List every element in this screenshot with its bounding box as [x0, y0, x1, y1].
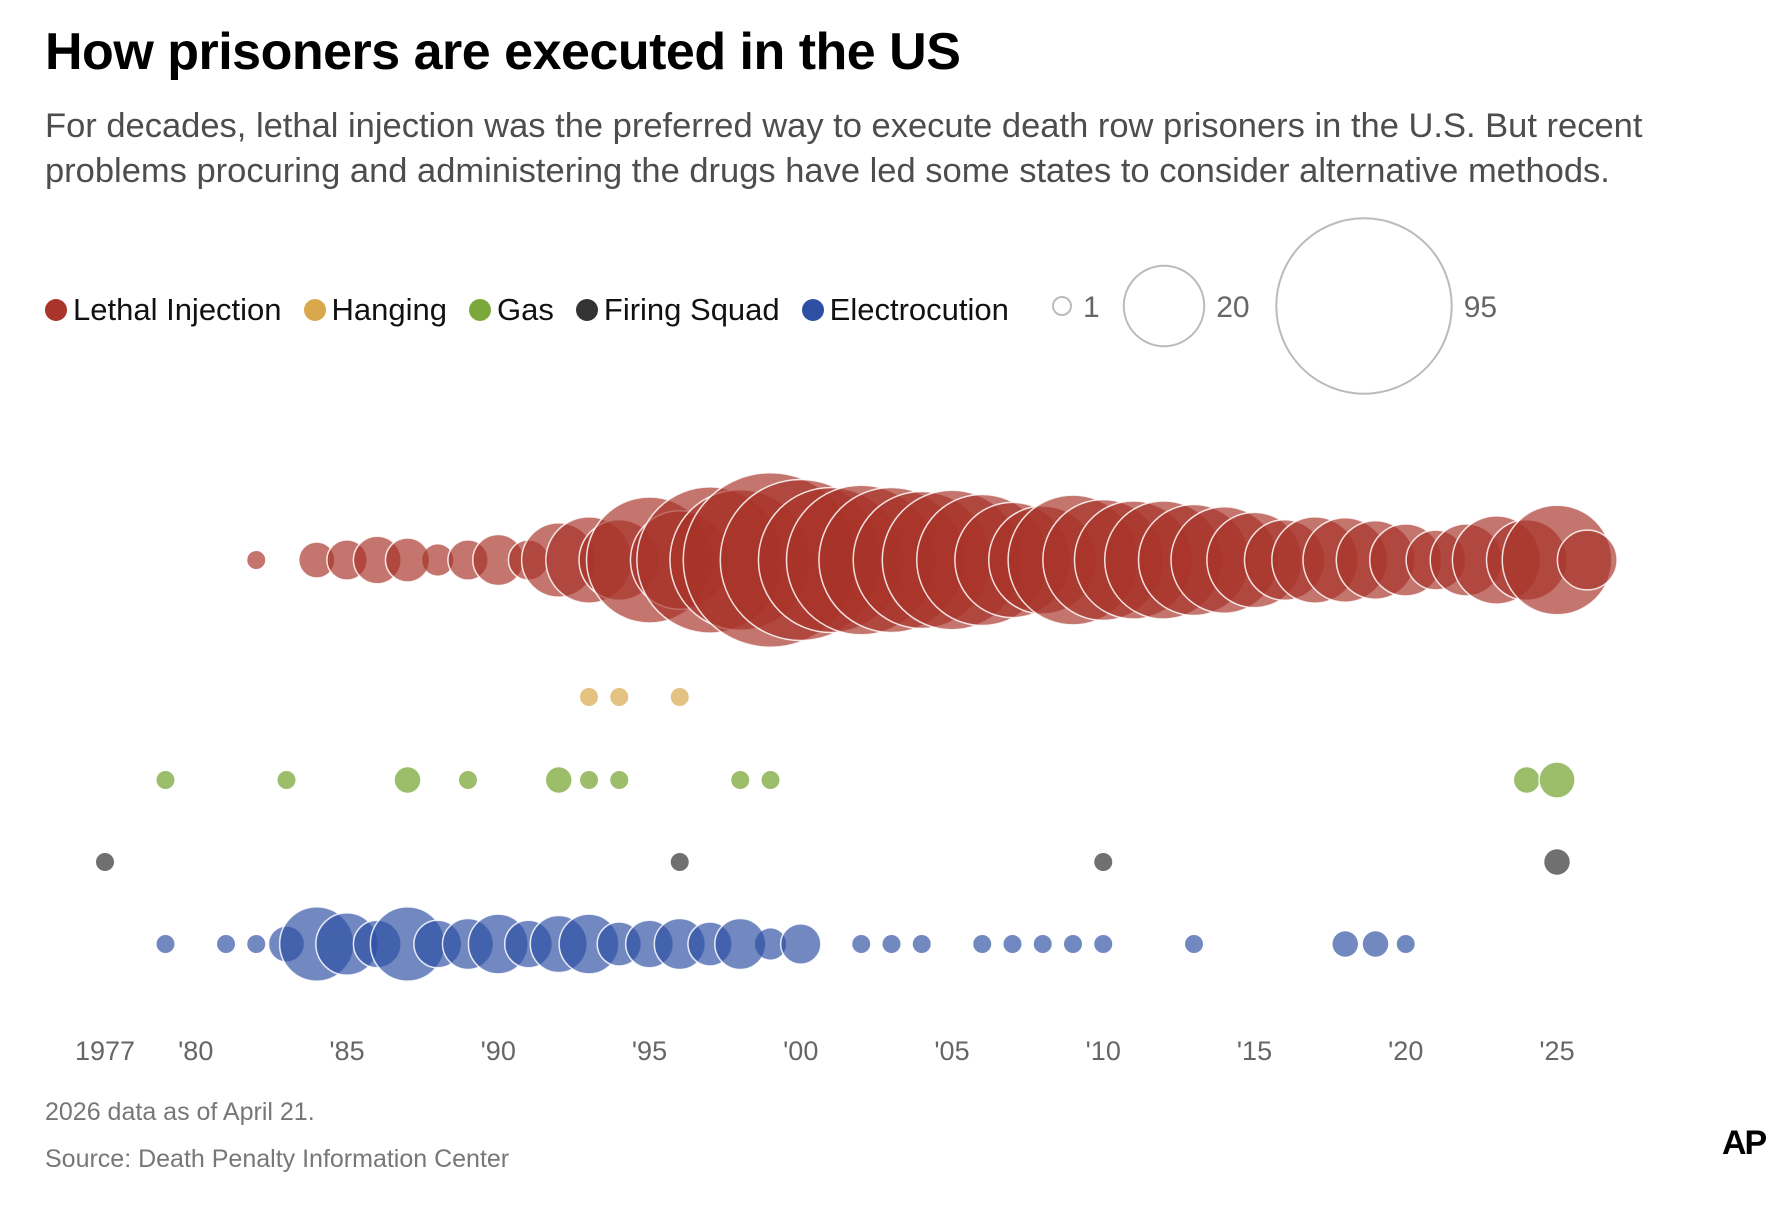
data-note: 2026 data as of April 21.: [45, 1098, 315, 1126]
bubble-gas-1998[interactable]: Gas 1998: 1: [731, 771, 750, 789]
bubble-electrocution-2003[interactable]: Electrocution 2003: 1: [882, 935, 901, 953]
legend-swatch: [801, 299, 824, 321]
legend: Lethal Injection Hanging Gas Firing Squa…: [45, 280, 1031, 340]
size-legend-label: 1: [1083, 291, 1100, 324]
bubble-electrocution-2010[interactable]: Electrocution 2010: 1: [1094, 935, 1113, 953]
bubble-electrocution-2013[interactable]: Electrocution 2013: 1: [1185, 935, 1203, 953]
bubble-lethal-injection-2026[interactable]: Lethal Injection 2026: 11: [1556, 529, 1618, 591]
bubble-electrocution-1979[interactable]: Electrocution 1979: 1: [156, 935, 175, 953]
source-note: Source: Death Penalty Information Center: [45, 1145, 510, 1173]
bubble-firing-squad-1977[interactable]: Firing Squad 1977: 1: [96, 853, 114, 871]
legend-swatch: [469, 299, 492, 321]
bubble-firing-squad-2025[interactable]: Firing Squad 2025: 2: [1544, 849, 1570, 875]
size-legend-circle-1: [1052, 296, 1072, 316]
size-legend: 1 20 95: [1052, 217, 1497, 395]
bubble-gas-2025[interactable]: Gas 2025: 4: [1538, 761, 1576, 799]
bubble-gas-1992[interactable]: Gas 1992: 2: [546, 767, 572, 793]
bubble-gas-1989[interactable]: Gas 1989: 1: [459, 771, 477, 789]
legend-item-firing-squad: Firing Squad: [575, 292, 780, 328]
bubble-electrocution-2004[interactable]: Electrocution 2004: 1: [912, 935, 931, 953]
chart-title: How prisoners are executed in the US: [45, 23, 961, 81]
series-lethal-injection: Lethal Injection 1982: 1 Lethal Injection…: [247, 471, 1618, 649]
bubble-electrocution-1981[interactable]: Electrocution 1981: 1: [217, 935, 235, 953]
legend-item-gas: Gas: [469, 292, 554, 328]
series-gas: Gas 1979: 1 Gas 1983: 1 Gas 1987: 2 Gas 198…: [156, 761, 1576, 799]
bubble-electrocution-2006[interactable]: Electrocution 2006: 1: [973, 935, 992, 953]
bubble-gas-2024[interactable]: Gas 2024: 2: [1514, 767, 1540, 793]
legend-label: Firing Squad: [603, 292, 780, 327]
size-legend-circle-95: [1275, 217, 1453, 395]
x-tick-label: 1977: [75, 1036, 135, 1066]
bubble-electrocution-1982[interactable]: Electrocution 1982: 1: [247, 935, 266, 953]
size-legend-label: 20: [1216, 291, 1249, 324]
series-electrocution: Electrocution 1979: 1 Electrocution 1981:…: [156, 906, 1415, 982]
bubble-electrocution-2007[interactable]: Electrocution 2007: 1: [1003, 935, 1022, 953]
bubble-electrocution-2019[interactable]: Electrocution 2019: 2: [1362, 931, 1389, 957]
legend-swatch: [575, 299, 598, 321]
ap-logo: AP: [1722, 1124, 1767, 1162]
x-tick-label: '95: [632, 1036, 667, 1066]
legend-label: Electrocution: [829, 292, 1009, 327]
bubble-electrocution-2000[interactable]: Electrocution 2000: 5: [779, 923, 822, 965]
bubble-gas-1979[interactable]: Gas 1979: 1: [156, 771, 175, 789]
legend-swatch: [45, 299, 67, 321]
bubble-gas-1993[interactable]: Gas 1993: 1: [580, 771, 598, 789]
x-tick-label: '25: [1539, 1036, 1574, 1066]
bubble-firing-squad-2010[interactable]: Firing Squad 2010: 1: [1094, 853, 1113, 871]
legend-swatch: [303, 299, 326, 321]
bubble-gas-1983[interactable]: Gas 1983: 1: [277, 771, 296, 789]
x-axis: 1977 '80 '85 '90 '95 '00 '05 '10 '15 '20 '25: [75, 1036, 1575, 1066]
legend-item-lethal-injection: Lethal Injection: [45, 292, 282, 328]
legend-label: Gas: [497, 292, 554, 327]
size-legend-label: 95: [1464, 291, 1497, 324]
x-tick-label: '00: [783, 1036, 818, 1066]
x-tick-label: '20: [1388, 1036, 1423, 1066]
legend-label: Hanging: [331, 292, 448, 327]
bubble-gas-1987[interactable]: Gas 1987: 2: [394, 767, 421, 793]
bubble-hanging-1996[interactable]: Hanging 1996: 1: [670, 688, 689, 706]
bubble-electrocution-2002[interactable]: Electrocution 2002: 1: [852, 935, 871, 953]
bubble-hanging-1993[interactable]: Hanging 1993: 1: [580, 688, 598, 706]
bubble-electrocution-2018[interactable]: Electrocution 2018: 2: [1332, 931, 1358, 957]
bubble-gas-1994[interactable]: Gas 1994: 1: [610, 771, 629, 789]
series-firing-squad: Firing Squad 1977: 1 Firing Squad 1996: 1…: [96, 849, 1570, 875]
size-legend-circle-20: [1122, 264, 1206, 348]
bubbles: Lethal Injection 1982: 1 Lethal Injection…: [96, 471, 1618, 982]
x-tick-label: '80: [178, 1036, 213, 1066]
bubble-hanging-1994[interactable]: Hanging 1994: 1: [610, 688, 629, 706]
series-hanging: Hanging 1993: 1 Hanging 1994: 1 Hanging 19…: [580, 688, 689, 706]
x-tick-label: '15: [1237, 1036, 1272, 1066]
bubble-electrocution-2020[interactable]: Electrocution 2020: 1: [1396, 935, 1415, 953]
x-tick-label: '90: [481, 1036, 516, 1066]
bubble-electrocution-2008[interactable]: Electrocution 2008: 1: [1033, 935, 1052, 953]
legend-item-electrocution: Electrocution: [801, 292, 1009, 328]
x-tick-label: '85: [329, 1036, 364, 1066]
bubble-gas-1999[interactable]: Gas 1999: 1: [761, 771, 780, 789]
chart-subtitle: For decades, lethal injection was the pr…: [45, 107, 1643, 190]
legend-label: Lethal Injection: [73, 292, 282, 327]
bubble-firing-squad-1996[interactable]: Firing Squad 1996: 1: [670, 853, 689, 871]
bubble-electrocution-2009[interactable]: Electrocution 2009: 1: [1064, 935, 1082, 953]
bubble-lethal-injection-1982[interactable]: Lethal Injection 1982: 1: [247, 551, 266, 569]
bubble-lethal-injection-1988[interactable]: Lethal Injection 1988: 3: [422, 544, 454, 576]
legend-item-hanging: Hanging: [303, 292, 448, 328]
x-tick-label: '05: [934, 1036, 969, 1066]
bubble-electrocution-1999[interactable]: Electrocution 1999: 3: [754, 928, 787, 960]
x-tick-label: '10: [1086, 1036, 1121, 1066]
